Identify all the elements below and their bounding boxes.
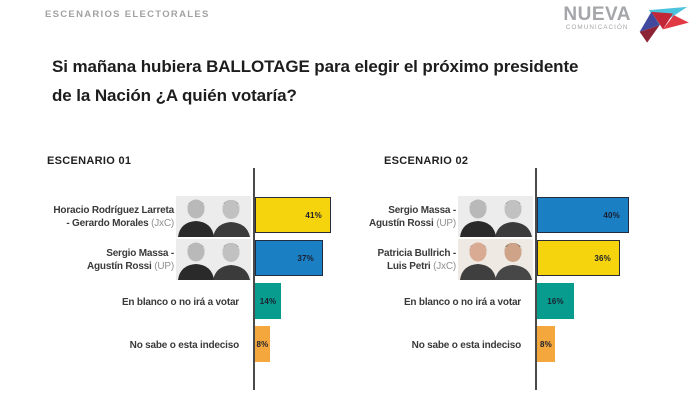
bar-value-label: 41% — [305, 210, 322, 220]
pinwheel-logo-icon — [637, 6, 689, 51]
option-name: En blanco o no irá a votar — [403, 297, 521, 308]
party-tag: (UP) — [154, 260, 174, 272]
logo-subtitle-text: COMUNICACIÓN — [565, 24, 629, 31]
logo-brand-text: NUEVA — [563, 4, 631, 25]
party-tag: (JxC) — [151, 217, 174, 229]
bar-larreta-morales: 41% — [255, 197, 331, 233]
candidate-name: Sergio Massa - Agustín Rossi — [369, 204, 456, 229]
option-name: No sabe o esta indeciso — [411, 340, 522, 351]
chart-row: En blanco o no irá a votar 16% — [312, 281, 652, 324]
candidate-label: Horacio Rodríguez Larreta - Gerardo Mora… — [30, 195, 174, 238]
photo-larreta-morales — [176, 196, 251, 237]
chart-row: No sabe o esta indeciso 8% — [312, 324, 652, 367]
report-title: ESCENARIOS ELECTORALES — [45, 9, 210, 20]
chart-row: Sergio Massa - Agustín Rossi (UP) 37% — [30, 238, 370, 281]
option-label: En blanco o no irá a votar — [312, 281, 521, 324]
bar-en-blanco: 14% — [255, 283, 281, 319]
option-label: No sabe o esta indeciso — [30, 324, 240, 367]
scenario-2-title: ESCENARIO 02 — [384, 155, 469, 167]
chart-row: Horacio Rodríguez Larreta - Gerardo Mora… — [30, 195, 370, 238]
scenario-1-title: ESCENARIO 01 — [47, 155, 132, 167]
chart-row: Sergio Massa - Agustín Rossi (UP) 40% — [312, 195, 652, 238]
candidate-label: Patricia Bullrich - Luis Petri (JxC) — [312, 238, 457, 281]
option-label: En blanco o no irá a votar — [30, 281, 239, 324]
candidate-label: Sergio Massa - Agustín Rossi (UP) — [30, 238, 174, 281]
bar-no-sabe: 8% — [255, 326, 270, 362]
candidate-name: Sergio Massa - Agustín Rossi — [87, 247, 174, 272]
chart-row: En blanco o no irá a votar 14% — [30, 281, 370, 324]
bar-value-label: 16% — [547, 296, 564, 306]
bar-value-label: 8% — [540, 339, 552, 349]
poll-question: Si mañana hubiera BALLOTAGE para elegir … — [52, 57, 579, 105]
chart-row: Patricia Bullrich - Luis Petri (JxC) 36% — [312, 238, 652, 281]
photo-massa-rossi — [176, 239, 251, 280]
bar-en-blanco: 16% — [537, 283, 574, 319]
photo-bullrich-petri — [458, 239, 533, 280]
bar-no-sabe: 8% — [537, 326, 555, 362]
nueva-comunicacion-logo: NUEVA COMUNICACIÓN — [563, 4, 689, 51]
chart-row: No sabe o esta indeciso 8% — [30, 324, 370, 367]
bar-value-label: 14% — [259, 296, 277, 306]
candidate-name: Patricia Bullrich - Luis Petri — [377, 247, 457, 272]
candidate-label: Sergio Massa - Agustín Rossi (UP) — [312, 195, 456, 238]
option-label: No sabe o esta indeciso — [312, 324, 522, 367]
candidate-name: Horacio Rodríguez Larreta - Gerardo Mora… — [53, 204, 174, 229]
party-tag: (JxC) — [433, 260, 456, 272]
bar-bullrich-petri: 36% — [537, 240, 620, 276]
bar-value-label: 8% — [256, 339, 269, 349]
scenario-1-axis-line — [253, 168, 255, 390]
bar-massa-rossi: 40% — [537, 197, 629, 233]
bar-value-label: 37% — [297, 253, 314, 263]
photo-massa-rossi — [458, 196, 533, 237]
option-name: No sabe o esta indeciso — [129, 340, 240, 351]
scenario-2-axis-line — [535, 168, 537, 390]
bar-value-label: 40% — [603, 210, 620, 220]
bar-massa-rossi: 37% — [255, 240, 323, 276]
option-name: En blanco o no irá a votar — [121, 297, 239, 308]
scenario-1-chart: ESCENARIO 01 Horacio Rodríguez Larreta -… — [30, 150, 370, 400]
scenario-2-chart: ESCENARIO 02 Sergio Massa - Agustín Ross… — [312, 150, 652, 400]
logo-wordmark: NUEVA COMUNICACIÓN — [563, 4, 631, 31]
bar-value-label: 36% — [594, 253, 611, 263]
party-tag: (UP) — [436, 217, 456, 229]
